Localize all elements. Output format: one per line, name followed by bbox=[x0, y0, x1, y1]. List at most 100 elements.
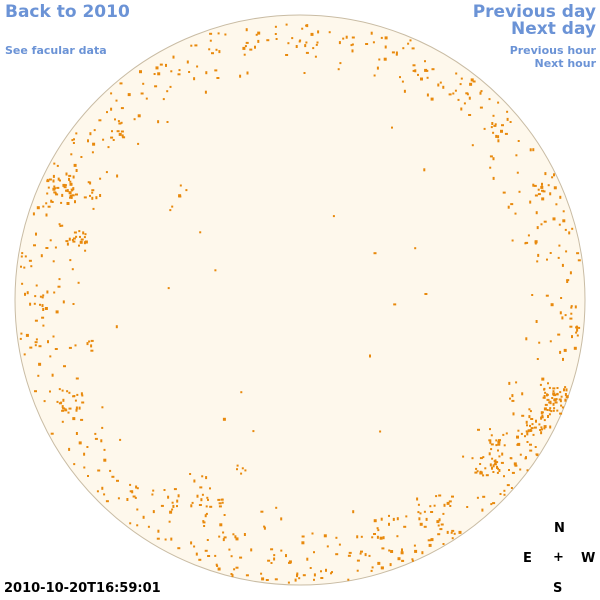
facula-dot bbox=[177, 494, 180, 498]
facula-dot bbox=[414, 69, 417, 73]
facula-dot bbox=[509, 397, 511, 400]
facula-dot bbox=[129, 483, 132, 486]
facula-dot bbox=[53, 191, 57, 194]
facula-dot bbox=[536, 226, 539, 230]
facula-dot bbox=[51, 373, 54, 377]
facula-dot bbox=[489, 440, 492, 444]
facula-dot bbox=[380, 36, 383, 39]
facula-dot bbox=[481, 508, 484, 512]
facula-dot bbox=[59, 225, 62, 227]
facula-dot bbox=[134, 496, 137, 499]
facula-dot bbox=[501, 452, 504, 456]
facula-dot bbox=[101, 406, 104, 409]
facula-dot bbox=[526, 424, 528, 427]
facula-dot bbox=[380, 517, 383, 521]
facula-dot bbox=[502, 433, 505, 436]
facula-dot bbox=[338, 543, 341, 546]
facula-dot bbox=[495, 134, 498, 138]
facula-dot bbox=[216, 77, 220, 79]
facula-dot bbox=[484, 467, 487, 470]
facula-dot bbox=[52, 174, 55, 178]
next-day-link[interactable]: Next day bbox=[511, 19, 596, 39]
facula-dot bbox=[267, 559, 271, 562]
facula-dot bbox=[204, 90, 207, 94]
facula-dot bbox=[109, 469, 112, 472]
facula-dot bbox=[416, 497, 419, 501]
facula-dot bbox=[313, 551, 315, 554]
facula-dot bbox=[469, 82, 473, 86]
facula-dot bbox=[553, 399, 557, 402]
facula-dot bbox=[559, 391, 562, 394]
facula-dot bbox=[544, 172, 547, 176]
back-to-year-link[interactable]: Back to 2010 bbox=[5, 2, 130, 22]
facula-dot bbox=[44, 307, 48, 310]
facula-dot bbox=[88, 340, 91, 343]
facula-dot bbox=[245, 28, 248, 32]
facula-dot bbox=[232, 533, 235, 536]
facula-dot bbox=[112, 139, 115, 141]
facula-dot bbox=[296, 574, 298, 578]
facula-dot bbox=[306, 24, 309, 28]
facula-dot bbox=[479, 106, 483, 109]
facula-dot bbox=[69, 194, 73, 198]
facula-dot bbox=[475, 467, 478, 470]
facula-dot bbox=[552, 392, 556, 396]
facula-dot bbox=[541, 428, 543, 431]
facula-dot bbox=[506, 117, 509, 121]
see-facular-data-link[interactable]: See facular data bbox=[5, 44, 107, 57]
facula-dot bbox=[356, 535, 359, 539]
facula-dot bbox=[69, 180, 72, 183]
facula-dot bbox=[110, 136, 114, 139]
facula-dot bbox=[538, 423, 541, 426]
previous-hour-link[interactable]: Previous hour bbox=[509, 44, 596, 57]
facula-dot bbox=[176, 505, 178, 508]
facula-dot bbox=[551, 397, 554, 399]
previous-day-link[interactable]: Previous day bbox=[472, 2, 596, 22]
facula-dot bbox=[68, 346, 72, 349]
facula-dot bbox=[411, 47, 415, 50]
facula-dot bbox=[35, 232, 37, 236]
facula-dot bbox=[90, 344, 93, 348]
facula-dot bbox=[249, 48, 253, 51]
facula-dot bbox=[423, 510, 426, 513]
facula-dot bbox=[294, 578, 297, 582]
facula-dot bbox=[540, 411, 543, 415]
facula-dot bbox=[97, 469, 101, 472]
facula-dot bbox=[93, 129, 96, 132]
facula-dot bbox=[537, 253, 540, 257]
facula-dot bbox=[552, 390, 555, 393]
facula-dot bbox=[79, 235, 81, 238]
facula-dot bbox=[133, 118, 136, 121]
facula-dot bbox=[98, 119, 102, 122]
facula-dot bbox=[453, 532, 456, 535]
facula-dot bbox=[544, 391, 547, 394]
facula-dot bbox=[412, 64, 416, 67]
facula-dot bbox=[298, 577, 301, 580]
facula-dot bbox=[61, 420, 64, 423]
facula-dot bbox=[407, 42, 410, 45]
facula-dot bbox=[541, 414, 544, 417]
facula-dot bbox=[420, 77, 423, 81]
next-hour-link[interactable]: Next hour bbox=[534, 57, 597, 70]
facula-dot bbox=[190, 504, 193, 508]
facula-dot bbox=[561, 316, 564, 320]
facula-dot bbox=[65, 240, 69, 243]
facula-dot bbox=[568, 231, 571, 235]
facula-dot bbox=[35, 338, 38, 341]
facula-dot bbox=[562, 357, 564, 361]
facula-dot bbox=[194, 44, 198, 47]
facula-dot bbox=[468, 114, 472, 116]
facula-dot bbox=[330, 572, 332, 575]
facula-dot bbox=[69, 259, 72, 262]
facula-dot bbox=[23, 266, 26, 269]
facula-dot bbox=[511, 239, 514, 242]
facula-dot bbox=[62, 407, 66, 410]
facula-dot bbox=[114, 118, 116, 121]
facula-dot bbox=[75, 406, 78, 410]
facula-dot bbox=[515, 154, 518, 157]
facula-dot bbox=[90, 339, 94, 342]
facula-dot bbox=[508, 469, 510, 471]
facula-dot bbox=[389, 563, 392, 567]
facula-dot bbox=[424, 293, 428, 295]
